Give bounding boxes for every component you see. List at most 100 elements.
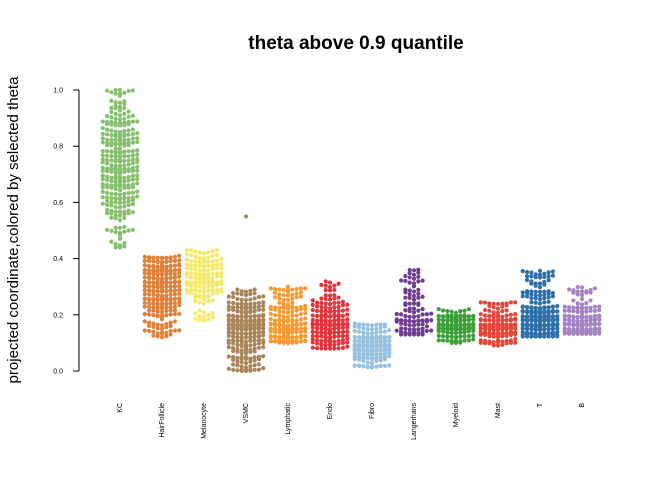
point-vsmc bbox=[230, 354, 236, 360]
point-kc bbox=[100, 185, 105, 190]
point-langerhans bbox=[398, 312, 404, 317]
point-vsmc bbox=[248, 335, 253, 340]
point-langerhans bbox=[407, 327, 412, 332]
point-b bbox=[562, 304, 567, 309]
point-t bbox=[537, 289, 543, 294]
point-kc bbox=[104, 198, 110, 203]
point-vsmc bbox=[226, 304, 231, 309]
point-endo bbox=[340, 333, 346, 339]
point-kc bbox=[126, 228, 131, 233]
point-kc bbox=[126, 199, 131, 204]
point-t bbox=[542, 327, 547, 332]
point-lymphatic bbox=[294, 329, 299, 335]
point-kc bbox=[126, 190, 131, 196]
point-b bbox=[575, 284, 580, 290]
point-vsmc bbox=[261, 313, 266, 319]
point-t bbox=[524, 317, 530, 322]
point-lymphatic bbox=[285, 284, 291, 289]
point-b bbox=[597, 326, 602, 331]
point-hairfollicle bbox=[142, 280, 147, 285]
point-kc bbox=[113, 241, 118, 247]
x-category-label: Langerhans bbox=[411, 403, 418, 440]
point-myeloid bbox=[462, 313, 467, 318]
point-mast bbox=[495, 326, 501, 331]
point-hairfollicle bbox=[155, 296, 160, 301]
point-endo bbox=[327, 309, 333, 314]
point-vsmc bbox=[256, 321, 262, 326]
point-hairfollicle bbox=[146, 301, 152, 306]
point-mast bbox=[500, 318, 505, 323]
point-vsmc bbox=[248, 364, 253, 369]
point-kc bbox=[109, 175, 114, 180]
point-kc bbox=[117, 245, 123, 250]
point-kc bbox=[126, 174, 131, 180]
point-kc bbox=[113, 163, 118, 168]
point-endo bbox=[327, 280, 333, 285]
point-kc bbox=[109, 143, 114, 148]
point-vsmc bbox=[261, 354, 266, 359]
point-myeloid bbox=[453, 317, 459, 322]
point-melanocyte bbox=[197, 268, 202, 273]
point-b bbox=[592, 321, 598, 326]
point-kc bbox=[117, 93, 123, 98]
point-t bbox=[524, 326, 530, 331]
point-myeloid bbox=[458, 340, 463, 345]
point-mast bbox=[487, 308, 492, 313]
point-kc bbox=[135, 176, 140, 182]
point-langerhans bbox=[416, 322, 421, 327]
point-hairfollicle bbox=[159, 276, 165, 281]
point-vsmc bbox=[230, 341, 236, 346]
point-hairfollicle bbox=[172, 254, 178, 259]
point-t bbox=[524, 305, 530, 310]
category-labels: KC HairFollicle Melanocyte VSMC Lymphatic End… bbox=[117, 402, 586, 440]
point-kc bbox=[122, 128, 127, 134]
point-myeloid bbox=[436, 329, 441, 334]
point-hairfollicle bbox=[164, 296, 169, 301]
point-melanocyte bbox=[210, 287, 215, 293]
point-myeloid bbox=[453, 321, 459, 326]
point-hairfollicle bbox=[146, 271, 152, 276]
point-b bbox=[571, 298, 576, 303]
point-fibro bbox=[387, 354, 392, 359]
point-hairfollicle bbox=[168, 284, 173, 289]
point-melanocyte bbox=[197, 288, 202, 294]
point-b bbox=[579, 302, 585, 307]
point-myeloid bbox=[436, 321, 441, 326]
point-kc bbox=[113, 100, 118, 105]
point-mast bbox=[487, 331, 492, 336]
point-lymphatic bbox=[303, 286, 308, 291]
point-b bbox=[588, 330, 593, 335]
point-myeloid bbox=[466, 338, 472, 343]
point-fibro bbox=[387, 338, 392, 343]
point-endo bbox=[327, 338, 333, 343]
point-mast bbox=[500, 304, 505, 309]
point-melanocyte bbox=[193, 267, 198, 272]
point-mast bbox=[495, 338, 501, 343]
point-hairfollicle bbox=[159, 310, 165, 315]
point-myeloid bbox=[436, 325, 441, 331]
point-fibro bbox=[374, 326, 379, 332]
point-vsmc bbox=[230, 325, 236, 330]
point-kc bbox=[113, 141, 118, 146]
point-langerhans bbox=[420, 318, 425, 323]
point-kc bbox=[104, 142, 110, 148]
point-mast bbox=[478, 340, 483, 345]
point-mast bbox=[478, 329, 483, 334]
point-melanocyte bbox=[201, 297, 207, 302]
point-fibro bbox=[374, 358, 379, 363]
point-mast bbox=[500, 331, 505, 336]
point-endo bbox=[314, 330, 320, 335]
point-melanocyte bbox=[206, 272, 211, 277]
point-endo bbox=[340, 318, 346, 323]
point-endo bbox=[319, 334, 324, 339]
point-kc bbox=[130, 201, 136, 207]
point-vsmc bbox=[230, 307, 236, 313]
point-t bbox=[529, 334, 534, 339]
point-endo bbox=[310, 307, 315, 313]
point-hairfollicle bbox=[172, 311, 178, 317]
point-kc bbox=[104, 158, 110, 163]
point-kc bbox=[117, 218, 123, 223]
point-langerhans bbox=[416, 291, 421, 296]
point-langerhans bbox=[407, 267, 412, 273]
point-vsmc bbox=[252, 325, 257, 330]
